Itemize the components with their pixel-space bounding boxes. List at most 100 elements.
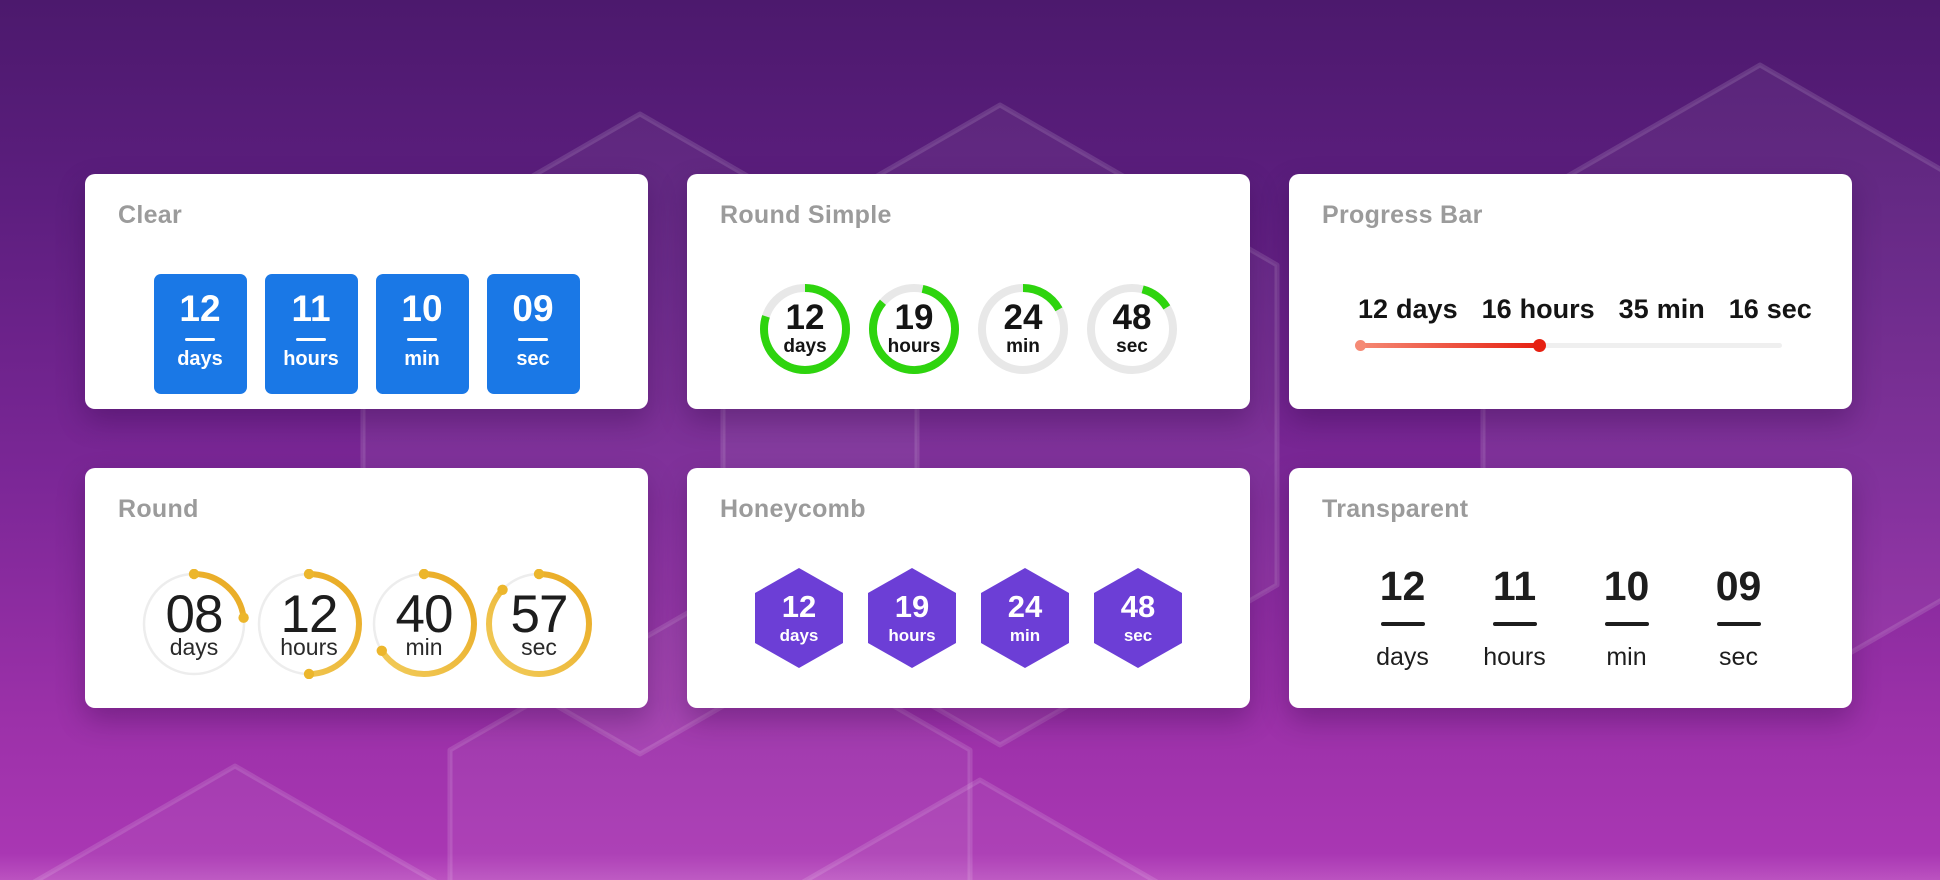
countdown-plain-unit: 12 days xyxy=(1358,563,1448,672)
tile-unit-label: sec xyxy=(516,347,550,370)
transparent-countdown: 12 days 11 hours 10 min 09 sec xyxy=(1322,563,1819,672)
hex-unit-label: min xyxy=(1009,625,1041,645)
bar-value: 12 xyxy=(1358,294,1389,324)
plain-underline xyxy=(1604,622,1649,626)
card-honeycomb: Honeycomb 12 days 19 hours 24 min 48 sec xyxy=(687,468,1250,708)
plain-unit-label: min xyxy=(1606,642,1647,671)
card-clear: Clear 12 days 11 hours 10 min 09 sec xyxy=(85,174,648,409)
countdown-tile: 09 sec xyxy=(486,274,580,394)
progress-track xyxy=(1355,339,1782,352)
card-title: Round xyxy=(118,495,199,523)
plain-unit-label: hours xyxy=(1483,642,1546,671)
hex-unit-label: days xyxy=(779,625,819,645)
bar-value: 16 xyxy=(1481,294,1512,324)
plain-unit-label: sec xyxy=(1719,642,1758,671)
tile-unit-label: days xyxy=(177,347,223,370)
arc-unit-label: sec xyxy=(521,633,557,660)
tile-divider xyxy=(296,337,326,341)
countdown-hexagon: 12 days xyxy=(755,568,843,668)
progress-bar-countdown: 12 days 16 hours 35 min 16 sec xyxy=(1355,294,1812,352)
progress-start-dot xyxy=(1355,340,1366,351)
ring-value: 48 xyxy=(1112,298,1152,337)
plain-value: 10 xyxy=(1603,563,1650,609)
bar-time-segment: 16 sec xyxy=(1729,294,1812,325)
countdown-ring: 19 hours xyxy=(869,284,959,374)
hex-value: 12 xyxy=(781,589,817,625)
ring-value: 12 xyxy=(785,298,825,337)
tile-value: 11 xyxy=(291,288,331,329)
clear-countdown: 12 days 11 hours 10 min 09 sec xyxy=(118,274,615,394)
tile-divider xyxy=(185,337,215,341)
ring-value: 24 xyxy=(1003,298,1043,337)
countdown-ring: 24 min xyxy=(978,284,1068,374)
arc-value: 08 xyxy=(165,584,224,644)
ring-unit-label: min xyxy=(1006,336,1040,357)
card-title: Progress Bar xyxy=(1322,201,1483,229)
arc-value: 40 xyxy=(395,584,454,644)
countdown-plain-unit: 09 sec xyxy=(1694,563,1784,672)
ring-unit-label: hours xyxy=(887,336,941,357)
arc-value: 12 xyxy=(280,584,339,644)
countdown-arc-ring: 12 hours xyxy=(254,569,364,679)
hexagon-decoration xyxy=(801,777,1159,880)
countdown-hexagon: 24 min xyxy=(981,568,1069,668)
round-countdown: 08 days 12 hours 40 min 57 sec xyxy=(118,569,615,679)
hex-value: 24 xyxy=(1007,589,1043,625)
card-progress-bar: Progress Bar 12 days 16 hours 35 min 16 sec xyxy=(1289,174,1852,409)
bar-time-text: 12 days 16 hours 35 min 16 sec xyxy=(1358,294,1812,325)
plain-value: 11 xyxy=(1492,563,1537,609)
bar-unit-label: sec xyxy=(1766,294,1812,324)
tile-unit-label: min xyxy=(404,347,440,370)
hex-unit-label: sec xyxy=(1123,625,1153,645)
bar-unit-label: min xyxy=(1656,294,1705,324)
tile-value: 10 xyxy=(401,288,443,329)
progress-end-dot xyxy=(1533,339,1547,352)
tile-divider xyxy=(407,337,437,341)
round-simple-countdown: 12 days 19 hours 24 min 48 sec xyxy=(720,284,1217,374)
tile-unit-label: hours xyxy=(283,347,339,370)
hex-value: 48 xyxy=(1120,589,1156,625)
arc-unit-label: min xyxy=(405,633,443,660)
bar-value: 16 xyxy=(1728,294,1759,324)
hex-value: 19 xyxy=(894,589,930,625)
bar-unit-label: days xyxy=(1396,294,1458,324)
bar-time-segment: 16 hours xyxy=(1482,294,1595,325)
arc-unit-label: days xyxy=(169,633,219,660)
plain-unit-label: days xyxy=(1376,642,1429,671)
progress-fill xyxy=(1358,343,1541,348)
countdown-ring: 12 days xyxy=(760,284,850,374)
countdown-tile: 10 min xyxy=(375,274,469,394)
countdown-hexagon: 48 sec xyxy=(1094,568,1182,668)
card-transparent: Transparent 12 days 11 hours 10 min 09 sec xyxy=(1289,468,1852,708)
card-round-simple: Round Simple 12 days 19 hours 24 min 48 sec xyxy=(687,174,1250,409)
countdown-hexagon: 19 hours xyxy=(868,568,956,668)
bar-time-segment: 35 min xyxy=(1619,294,1705,325)
arc-unit-label: hours xyxy=(280,633,338,660)
plain-underline xyxy=(1380,622,1425,626)
plain-value: 12 xyxy=(1379,563,1426,609)
ring-value: 19 xyxy=(894,298,934,337)
bar-value: 35 xyxy=(1618,294,1649,324)
widget-board: Clear 12 days 11 hours 10 min 09 sec Round Simp… xyxy=(85,174,1852,708)
card-title: Honeycomb xyxy=(720,495,866,523)
card-title: Clear xyxy=(118,201,183,229)
countdown-arc-ring: 57 sec xyxy=(484,569,594,679)
ring-unit-label: days xyxy=(783,336,827,357)
countdown-plain-unit: 10 min xyxy=(1582,563,1672,672)
plain-underline xyxy=(1716,622,1761,626)
card-title: Transparent xyxy=(1322,495,1469,523)
hexagon-decoration xyxy=(32,763,438,880)
tile-value: 12 xyxy=(179,288,221,329)
plain-value: 09 xyxy=(1715,563,1762,609)
tile-value: 09 xyxy=(512,288,554,329)
countdown-arc-ring: 08 days xyxy=(139,569,249,679)
bar-time-segment: 12 days xyxy=(1358,294,1458,325)
ring-unit-label: sec xyxy=(1116,336,1148,357)
countdown-tile: 11 hours xyxy=(264,274,358,394)
countdown-arc-ring: 40 min xyxy=(369,569,479,679)
countdown-tile: 12 days xyxy=(153,274,247,394)
card-title: Round Simple xyxy=(720,201,892,229)
tile-divider xyxy=(518,337,548,341)
countdown-ring: 48 sec xyxy=(1087,284,1177,374)
